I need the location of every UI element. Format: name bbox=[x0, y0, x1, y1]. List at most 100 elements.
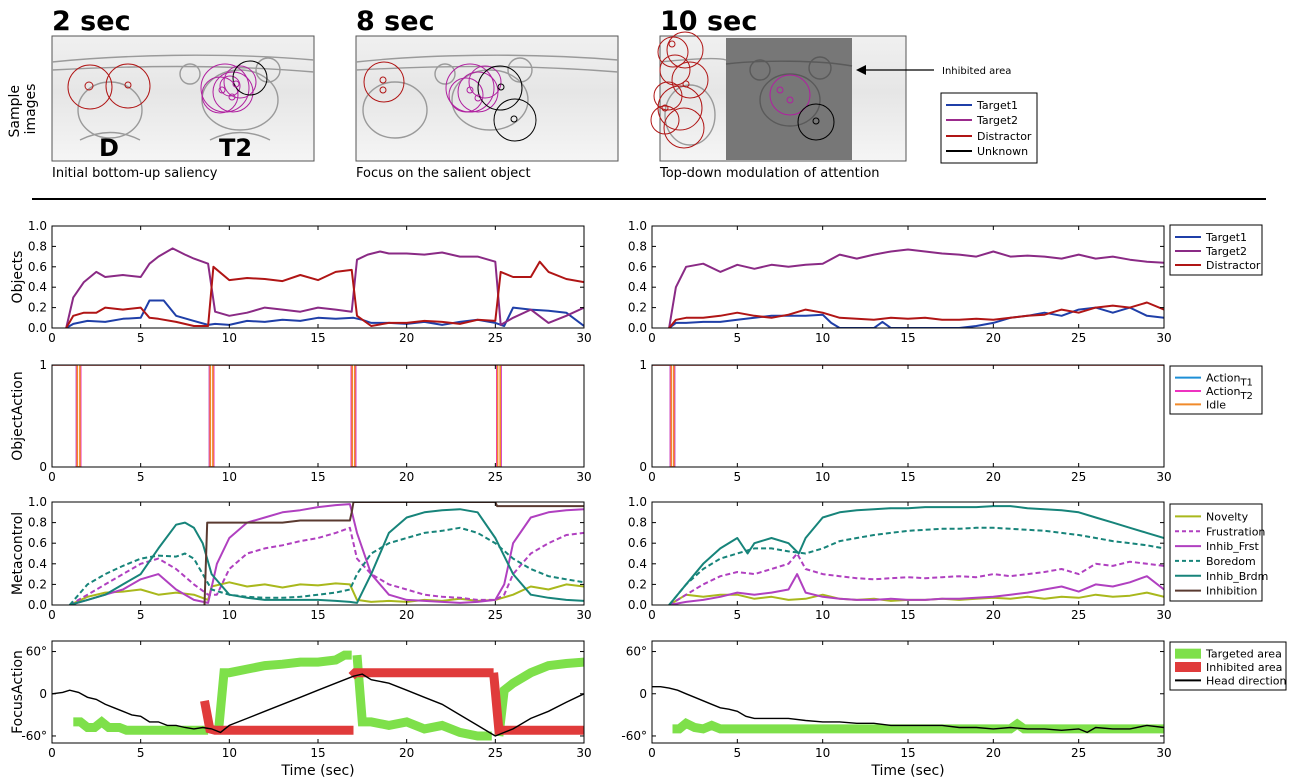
series-inhibition-line bbox=[203, 502, 584, 605]
y-tick-label: 0.2 bbox=[628, 301, 647, 315]
series-target2-line bbox=[668, 248, 1164, 328]
legend-item-frustration: Frustration bbox=[1175, 525, 1265, 538]
legend-item-novelty: Novelty bbox=[1175, 510, 1249, 523]
x-tick-label: 15 bbox=[900, 470, 915, 484]
legend-item-inhibition: Inhibition bbox=[1175, 585, 1257, 598]
sample-panel-2: 8 sec Focus on the salient object bbox=[355, 6, 619, 181]
inhibited-area-annotation: Inhibited area bbox=[942, 66, 1011, 77]
x-tick-label: 10 bbox=[222, 331, 237, 345]
objects-right-frame bbox=[651, 225, 1165, 329]
y-tick-label: 1 bbox=[39, 358, 47, 372]
y-tick-label: 0.2 bbox=[28, 577, 47, 591]
x-tick-label: 20 bbox=[986, 331, 1001, 345]
legend-label: Inhibited area bbox=[1206, 661, 1282, 674]
legend-label: Boredom bbox=[1206, 555, 1256, 568]
series-action-t1-line bbox=[652, 365, 1164, 467]
x-axis-label: Time (sec) bbox=[870, 763, 944, 779]
x-tick-label: 0 bbox=[648, 331, 656, 345]
x-tick-label: 25 bbox=[488, 746, 503, 760]
sample-panel-3: 10 sec bbox=[650, 6, 1011, 181]
x-tick-label: 5 bbox=[137, 331, 145, 345]
legend-box bbox=[1169, 365, 1263, 415]
series-target2-line bbox=[65, 247, 584, 328]
panel-1-attention-circles bbox=[67, 60, 268, 114]
legend-item-inhibited-area: Inhibited area bbox=[1175, 661, 1282, 674]
x-tick-label: 20 bbox=[399, 470, 414, 484]
x-tick-label: 30 bbox=[576, 331, 591, 345]
focusaction-ylabel: FocusAction bbox=[10, 650, 26, 734]
x-tick-label: 20 bbox=[986, 746, 1001, 760]
metacontrol-right-data bbox=[668, 505, 1164, 605]
panel-1-caption: Initial bottom-up saliency bbox=[52, 166, 218, 181]
sample-legend-label: Unknown bbox=[977, 145, 1028, 158]
y-tick-label: 0.4 bbox=[28, 557, 47, 571]
y-tick-label: 0.6 bbox=[628, 260, 647, 274]
metacontrol-right-axes: 0 5 10 15 20 25 30 0.0 0.2 0.4 0.6 0.8 1.0 bbox=[628, 495, 1172, 622]
x-tick-label: 15 bbox=[310, 470, 325, 484]
targeted-area-band-1 bbox=[73, 716, 209, 735]
y-tick-label: 0.8 bbox=[28, 239, 47, 253]
series-action-t2-line bbox=[652, 365, 1164, 467]
x-tick-label: 30 bbox=[1156, 746, 1171, 760]
legend-label: Idle bbox=[1206, 398, 1226, 411]
series-frustration-line bbox=[668, 552, 1164, 605]
legend-label: Target1 bbox=[1205, 231, 1247, 244]
objectaction-left-data bbox=[52, 365, 584, 467]
x-tick-label: 25 bbox=[488, 470, 503, 484]
series-novelty-line bbox=[69, 581, 584, 605]
x-tick-label: 30 bbox=[576, 746, 591, 760]
series-idle-line bbox=[652, 365, 1164, 467]
x-tick-label: 5 bbox=[734, 470, 742, 484]
legend-item-target1: Target1 bbox=[1175, 231, 1247, 244]
y-tick-label: 0.6 bbox=[28, 260, 47, 274]
y-tick-label: 0 bbox=[639, 687, 647, 701]
legend-label-subscript: T2 bbox=[1239, 391, 1252, 402]
x-tick-label: 25 bbox=[1071, 746, 1086, 760]
panel-1-scene-sketch bbox=[51, 54, 315, 141]
x-tick-label: 25 bbox=[1071, 470, 1086, 484]
panel-2-attention-circles bbox=[363, 61, 537, 142]
series-inhib-frst-line bbox=[668, 573, 1164, 605]
metacontrol-left-axes: 0 5 10 15 20 25 30 0.0 0.2 0.4 0.6 0.8 1.0 bbox=[28, 495, 592, 622]
y-tick-label: 1.0 bbox=[28, 495, 47, 509]
x-tick-label: 15 bbox=[310, 608, 325, 622]
legend-label: Targeted area bbox=[1205, 648, 1282, 661]
head-direction-line bbox=[52, 673, 584, 737]
panel-2-scene-sketch bbox=[355, 54, 619, 139]
x-tick-label: 5 bbox=[734, 608, 742, 622]
objects-left-axes: 0 5 10 15 20 25 30 0.0 0.2 0.4 0.6 0.8 1.0 bbox=[28, 219, 592, 345]
objects-right-data bbox=[668, 248, 1164, 328]
objectaction-ylabel: ObjectAction bbox=[10, 371, 26, 460]
objects-right-axes: 0 5 10 15 20 25 30 0.0 0.2 0.4 0.6 0.8 1.0 bbox=[628, 219, 1172, 345]
legend-item-head-direction: Head direction bbox=[1175, 674, 1286, 687]
sample-legend-item-target1: Target1 bbox=[946, 99, 1018, 112]
targeted-area-band-3 bbox=[352, 654, 492, 741]
head-direction-line bbox=[652, 686, 1164, 734]
panel-3-time-label: 10 sec bbox=[660, 6, 757, 37]
x-tick-label: 10 bbox=[222, 608, 237, 622]
series-target1-line bbox=[65, 299, 584, 328]
y-tick-label: 0.4 bbox=[628, 280, 647, 294]
y-tick-label: 0.2 bbox=[28, 301, 47, 315]
legend-swatch bbox=[1175, 662, 1201, 672]
metacontrol-left-data bbox=[68, 502, 584, 605]
focusaction-left-data bbox=[52, 650, 584, 741]
x-tick-label: 0 bbox=[648, 746, 656, 760]
legend-item-inhib-brdm: Inhib_Brdm bbox=[1175, 570, 1268, 583]
y-tick-label: 1 bbox=[639, 358, 647, 372]
objectaction-right-axes: 0 5 10 15 20 25 30 0 1 bbox=[639, 358, 1171, 484]
series-action-t2-line bbox=[52, 365, 584, 467]
series-boredom-line bbox=[68, 526, 584, 605]
inhibited-area-overlay bbox=[726, 38, 852, 160]
x-tick-label: 10 bbox=[815, 608, 830, 622]
y-tick-label: 60° bbox=[626, 645, 647, 659]
sample-legend: Target1 Target2 Distractor Unknown bbox=[940, 92, 1038, 164]
panel-2-caption: Focus on the salient object bbox=[356, 166, 531, 181]
plots-area: 0 5 10 15 20 25 300.00.20.40.60.81.00 5 10 15 20 25… bbox=[10, 219, 1287, 779]
sample-ylabel-line-1: Sample bbox=[7, 85, 23, 138]
x-tick-label: 0 bbox=[48, 608, 56, 622]
x-tick-label: 10 bbox=[222, 746, 237, 760]
